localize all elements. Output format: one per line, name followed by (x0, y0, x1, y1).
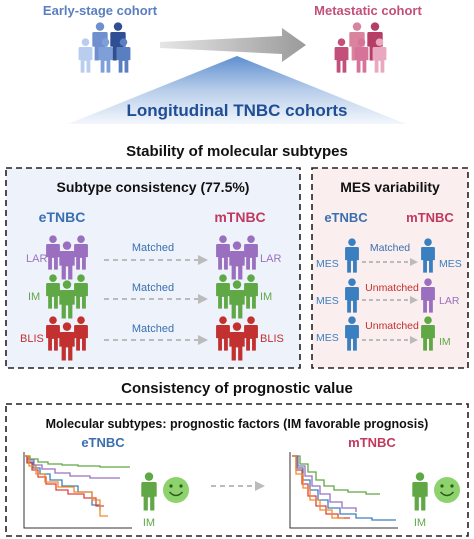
consistency-etnbc-header: eTNBC (39, 209, 86, 225)
row-right-subtype: BLIS (260, 333, 284, 345)
cohort-pyramid (68, 56, 406, 124)
arrowhead-icon (198, 335, 208, 345)
consistency-row-lar: LAR Matched LAR (26, 235, 281, 279)
mes-left-subtype: MES (316, 332, 339, 344)
row-left-subtype: LAR (26, 253, 47, 265)
mes-etnbc-header: eTNBC (324, 210, 368, 225)
row-arrow-label: Matched (132, 282, 174, 294)
mes-arrow-label: Matched (370, 242, 410, 254)
row-right-subtype: IM (260, 291, 272, 303)
consistency-panel-title: Subtype consistency (77.5%) (57, 179, 250, 195)
mes-mtnbc-header: mTNBC (406, 210, 454, 225)
mtnbc-survival-curves (289, 452, 398, 529)
consistency-mtnbc-header: mTNBC (214, 209, 265, 225)
mes-right-subtype: MES (439, 258, 462, 270)
consistency-row-blis: BLIS Matched BLIS (20, 316, 284, 360)
km-curve-red (292, 455, 350, 519)
mtnbc-im-person: IM (412, 472, 460, 529)
mes-variability-panel (311, 167, 469, 369)
mes-row-3: MES Unmatched IM (316, 316, 451, 351)
early-cohort-label: Early-stage cohort (43, 3, 158, 18)
row-right-subtype: LAR (260, 253, 281, 265)
row-arrow-label: Matched (132, 323, 174, 335)
consistency-row-im: IM Matched IM (28, 274, 272, 318)
mes-arrow-label: Unmatched (365, 282, 419, 294)
km-curve-purple (292, 455, 357, 512)
prognostic-section-title: Consistency of prognostic value (121, 380, 353, 397)
progression-arrow-icon (160, 28, 306, 62)
mes-right-subtype: IM (439, 336, 451, 348)
arrowhead-icon (410, 336, 418, 344)
arrowhead-icon (198, 294, 208, 304)
arrowhead-icon (410, 258, 418, 266)
row-left-subtype: BLIS (20, 333, 44, 345)
mes-row-2: MES Unmatched LAR (316, 278, 460, 313)
prognostic-mtnbc-label: mTNBC (348, 435, 396, 450)
km-axes (23, 452, 132, 529)
early-cohort-people-icon (78, 22, 131, 73)
mes-panel-title: MES variability (340, 179, 440, 195)
smiley-icon (434, 477, 460, 503)
etnbc-survival-curves (23, 452, 132, 529)
km-curve-orange (25, 455, 108, 517)
arrowhead-icon (410, 296, 418, 304)
km-curve-green (25, 455, 130, 468)
smiley-icon (163, 477, 189, 503)
metastatic-cohort-people-icon (334, 22, 387, 73)
km-curve-red (25, 455, 104, 507)
row-left-subtype: IM (28, 291, 40, 303)
prognostic-panel (5, 403, 469, 537)
mes-arrow-label: Unmatched (365, 320, 419, 332)
row-arrow-label: Matched (132, 242, 174, 254)
mes-right-subtype: LAR (439, 295, 460, 307)
stability-section-title: Stability of molecular subtypes (126, 143, 348, 160)
mes-left-subtype: MES (316, 295, 339, 307)
km-curve-green (292, 455, 380, 495)
arrowhead-icon (198, 255, 208, 265)
person-subtype-label: IM (143, 517, 155, 529)
km-curve-orange (292, 455, 344, 519)
metastatic-cohort-label: Metastatic cohort (314, 3, 422, 18)
prognostic-etnbc-label: eTNBC (81, 435, 125, 450)
banner-title: Longitudinal TNBC cohorts (127, 101, 348, 120)
km-axes (289, 452, 398, 529)
etnbc-im-person: IM (141, 472, 189, 529)
arrowhead-icon (255, 481, 265, 491)
km-curve-blue (292, 455, 396, 521)
person-subtype-label: IM (414, 517, 426, 529)
mes-row-1: MES Matched MES (316, 238, 462, 273)
mes-left-subtype: MES (316, 258, 339, 270)
prognostic-panel-title: Molecular subtypes: prognostic factors (… (46, 417, 429, 431)
